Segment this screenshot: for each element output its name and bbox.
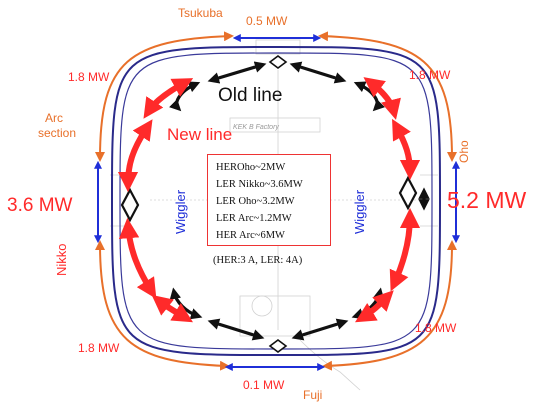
arc-arrow-bottom-left [95, 240, 230, 371]
oho-power-label: 5.2 MW [447, 187, 527, 213]
info-line: LER Oho~3.2MW [216, 196, 295, 207]
top-right-power-label: 1.8 MW [409, 68, 451, 82]
info-line: LER Nikko~3.6MW [216, 179, 303, 190]
new-line-label: New line [167, 125, 233, 144]
nikko-power-label: 3.6 MW [7, 195, 73, 216]
nikko-diamond [120, 187, 140, 223]
arc-section-label-line1: Arc [45, 111, 63, 125]
arc-arrow-bottom-right [322, 240, 457, 371]
top-left-power-label: 1.8 MW [68, 70, 110, 84]
fuji-diamond [268, 339, 288, 353]
bottom-power-label: 0.1 MW [243, 378, 285, 392]
wiggler-left-label: Wiggler [173, 189, 188, 234]
info-line: HER Arc~6MW [216, 230, 285, 241]
oho-diamond [398, 175, 418, 211]
new-line-arrows [117, 77, 421, 323]
straight-section-arrows [94, 34, 460, 371]
top-power-label: 0.5 MW [246, 14, 288, 28]
tsukuba-label: Tsukuba [178, 6, 223, 20]
current-note: (HER:3 A, LER: 4A) [213, 255, 303, 266]
info-line: HEROho~2MW [216, 162, 286, 173]
arc-section-arrows [95, 31, 457, 371]
power-info-box: HEROho~2MW LER Nikko~3.6MW LER Oho~3.2MW… [207, 154, 331, 246]
kek-factory-label: KEK B Factory [233, 124, 279, 131]
old-line-label: Old line [218, 85, 283, 106]
oho-label: Oho [457, 140, 471, 163]
fuji-label: Fuji [303, 388, 323, 402]
tsukuba-diamond [268, 55, 288, 69]
info-line: LER Arc~1.2MW [216, 213, 292, 224]
bottom-left-power-label: 1.8 MW [78, 341, 120, 355]
arc-arrow-top-left [95, 31, 234, 162]
bottom-right-power-label: 1.8 MW [415, 321, 457, 335]
diamond-markers [120, 55, 418, 353]
arc-section-label-line2: section [38, 126, 77, 140]
arc-arrow-top-right [318, 31, 457, 162]
nikko-label: Nikko [54, 243, 69, 276]
wiggler-right-label: Wiggler [352, 189, 367, 234]
